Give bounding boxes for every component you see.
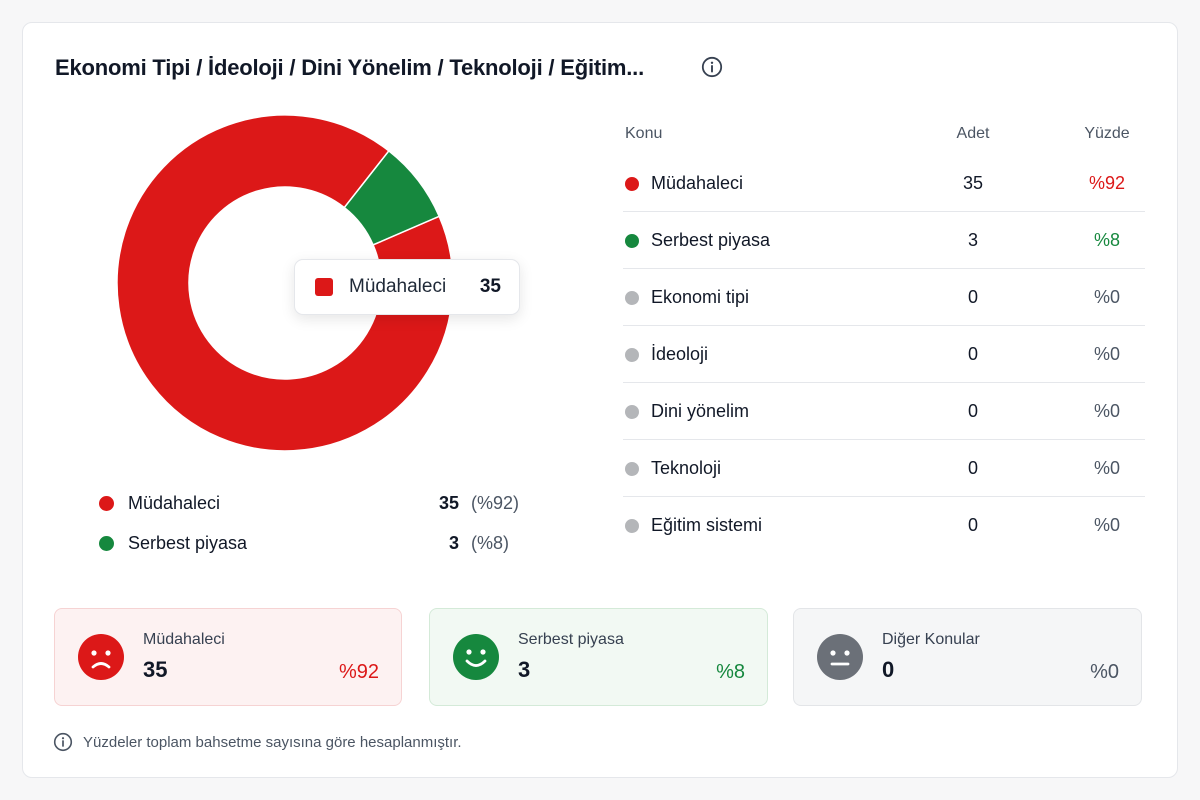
legend-dot — [99, 495, 114, 511]
chart-tooltip: Müdahaleci 35 — [294, 259, 520, 315]
row-dot — [625, 519, 639, 533]
summary-card-free-market: Serbest piyasa 3 %8 — [429, 608, 768, 706]
summary-label: Serbest piyasa — [518, 631, 624, 648]
tooltip-value: 35 — [479, 276, 501, 297]
tooltip-label: Müdahaleci — [349, 276, 447, 297]
row-label: Ekonomi tipi — [651, 287, 750, 307]
footnote: Yüzdeler toplam bahsetme sayısına göre h… — [53, 732, 462, 752]
row-label: Müdahaleci — [651, 173, 744, 193]
chart-legend: Müdahaleci 35 (%92) Serbest piyasa 3 (%8… — [99, 483, 539, 563]
row-percent: %92 — [1088, 173, 1126, 193]
donut-slice-0[interactable] — [117, 115, 453, 451]
table-row[interactable]: Teknoloji 0 %0 — [623, 440, 1145, 497]
table-row[interactable]: Ekonomi tipi 0 %0 — [623, 269, 1145, 326]
neutral-face-icon — [817, 634, 863, 680]
row-dot — [625, 405, 639, 419]
summary-card-interventionist: Müdahaleci 35 %92 — [54, 608, 402, 706]
row-percent: %0 — [1093, 344, 1120, 364]
table-row[interactable]: Dini yönelim 0 %0 — [623, 383, 1145, 440]
row-percent: %0 — [1093, 287, 1120, 307]
header-percent: Yüzde — [1084, 125, 1130, 142]
happy-face-icon — [453, 634, 499, 680]
row-count: 35 — [962, 173, 984, 193]
summary-label: Diğer Konular — [882, 631, 980, 648]
row-label: İdeoloji — [651, 344, 709, 364]
summary-percent: %8 — [716, 661, 745, 683]
table-header: Konu Adet Yüzde — [623, 113, 1145, 155]
row-count: 0 — [967, 401, 978, 421]
row-count: 0 — [967, 344, 978, 364]
chart-card: Ekonomi Tipi / İdeoloji / Dini Yönelim /… — [22, 22, 1178, 778]
footnote-text: Yüzdeler toplam bahsetme sayısına göre h… — [83, 733, 462, 751]
table-row[interactable]: Eğitim sistemi 0 %0 — [623, 497, 1145, 554]
row-count: 0 — [967, 287, 978, 307]
row-percent: %0 — [1093, 401, 1120, 421]
row-count: 3 — [967, 230, 978, 250]
row-label: Teknoloji — [651, 458, 722, 478]
info-icon[interactable] — [701, 56, 723, 78]
topic-table: Konu Adet Yüzde Müdahaleci 35 %92 Serbest p… — [623, 113, 1145, 554]
row-percent: %8 — [1093, 230, 1120, 250]
summary-value: 3 — [518, 657, 531, 682]
table-row[interactable]: Müdahaleci 35 %92 — [623, 155, 1145, 212]
summary-label: Müdahaleci — [143, 631, 225, 648]
row-dot — [625, 462, 639, 476]
legend-percent: (%92) — [471, 492, 520, 513]
row-dot — [625, 348, 639, 362]
row-label: Eğitim sistemi — [651, 515, 763, 535]
table-body: Müdahaleci 35 %92 Serbest piyasa 3 %8 Ekonomi … — [623, 155, 1145, 554]
tooltip-swatch — [315, 278, 333, 296]
table-row[interactable]: Serbest piyasa 3 %8 — [623, 212, 1145, 269]
legend-percent: (%8) — [471, 532, 510, 553]
header-count: Adet — [956, 125, 990, 142]
legend-dot — [99, 535, 114, 551]
row-count: 0 — [967, 458, 978, 478]
row-percent: %0 — [1093, 515, 1120, 535]
row-label: Dini yönelim — [651, 401, 750, 421]
donut-slice-1[interactable] — [343, 149, 441, 246]
row-percent: %0 — [1093, 458, 1120, 478]
sad-face-icon — [78, 634, 124, 680]
row-dot — [625, 234, 639, 248]
summary-card-other: Diğer Konular 0 %0 — [793, 608, 1142, 706]
page-title: Ekonomi Tipi / İdeoloji / Dini Yönelim /… — [55, 55, 644, 80]
donut-chart — [117, 115, 453, 451]
summary-value: 35 — [143, 657, 168, 682]
row-count: 0 — [967, 515, 978, 535]
table-row[interactable]: İdeoloji 0 %0 — [623, 326, 1145, 383]
legend-label: Müdahaleci — [128, 492, 221, 513]
legend-item[interactable]: Serbest piyasa 3 (%8) — [99, 523, 539, 563]
summary-value: 0 — [882, 657, 895, 682]
info-icon — [53, 732, 73, 752]
summary-percent: %0 — [1090, 661, 1119, 683]
legend-count: 35 — [438, 492, 459, 513]
row-label: Serbest piyasa — [651, 230, 771, 250]
legend-item[interactable]: Müdahaleci 35 (%92) — [99, 483, 539, 523]
header-topic: Konu — [625, 125, 663, 142]
legend-count: 3 — [448, 532, 459, 553]
row-dot — [625, 177, 639, 191]
summary-percent: %92 — [338, 661, 379, 683]
row-dot — [625, 291, 639, 305]
legend-label: Serbest piyasa — [128, 532, 248, 553]
